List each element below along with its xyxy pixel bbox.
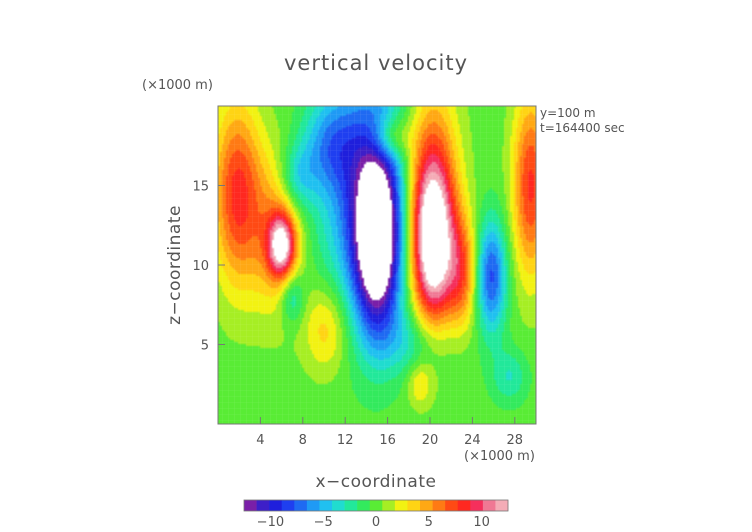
colorbar-swatch <box>432 500 446 511</box>
colorbar-tick-label: 0 <box>372 515 380 530</box>
colorbar-swatch <box>407 500 421 511</box>
y-axis: 5 10 15 <box>192 180 225 354</box>
y-tick-label: 10 <box>192 259 209 274</box>
plot-area <box>218 106 536 424</box>
y-axis-unit: (×1000 m) <box>142 78 213 93</box>
annotation-time: t=164400 sec <box>540 121 625 135</box>
colorbar-frame <box>243 499 509 512</box>
colorbar-swatch <box>369 500 383 511</box>
colorbar-swatch <box>482 500 496 511</box>
x-tick-label: 16 <box>379 433 396 448</box>
annotation-y: y=100 m <box>540 106 596 120</box>
colorbar-tick-label: 5 <box>425 515 433 530</box>
colorbar-tick-label: −10 <box>257 515 284 530</box>
colorbar-swatch <box>306 500 320 511</box>
chart-title: vertical velocity <box>284 51 468 75</box>
x-tick-label: 8 <box>299 433 307 448</box>
colorbar <box>243 499 509 512</box>
x-tick-label: 4 <box>256 433 264 448</box>
colorbar-ticks: −10 −5 0 5 10 <box>257 515 490 530</box>
colorbar-swatch <box>294 500 308 511</box>
colorbar-swatch <box>281 500 295 511</box>
x-tick-label: 28 <box>507 433 524 448</box>
x-axis: 4 8 12 16 20 24 28 <box>256 417 523 448</box>
colorbar-swatch <box>269 500 283 511</box>
colorbar-tick-label: 10 <box>473 515 490 530</box>
x-tick-label: 12 <box>337 433 354 448</box>
colorbar-swatch <box>256 500 270 511</box>
colorbar-swatch <box>244 500 257 511</box>
colorbar-swatch <box>470 500 484 511</box>
colorbar-swatch <box>445 500 459 511</box>
colorbar-swatch <box>457 500 471 511</box>
colorbar-swatch <box>319 500 333 511</box>
x-axis-label: x−coordinate <box>316 472 437 492</box>
colorbar-swatch <box>495 500 509 511</box>
colorbar-tick-label: −5 <box>314 515 333 530</box>
y-axis-label: z−coordinate <box>165 205 185 325</box>
colorbar-swatch <box>420 500 433 511</box>
x-axis-unit: (×1000 m) <box>464 449 535 464</box>
colorbar-swatch <box>344 500 358 511</box>
colorbar-swatch <box>382 500 396 511</box>
colorbar-swatch <box>332 500 345 511</box>
x-tick-label: 24 <box>464 433 481 448</box>
y-tick-label: 15 <box>192 180 209 195</box>
y-tick-label: 5 <box>201 339 209 354</box>
colorbar-swatch <box>357 500 371 511</box>
plot-grid <box>218 106 536 424</box>
x-tick-label: 20 <box>422 433 439 448</box>
colorbar-swatch <box>394 500 408 511</box>
